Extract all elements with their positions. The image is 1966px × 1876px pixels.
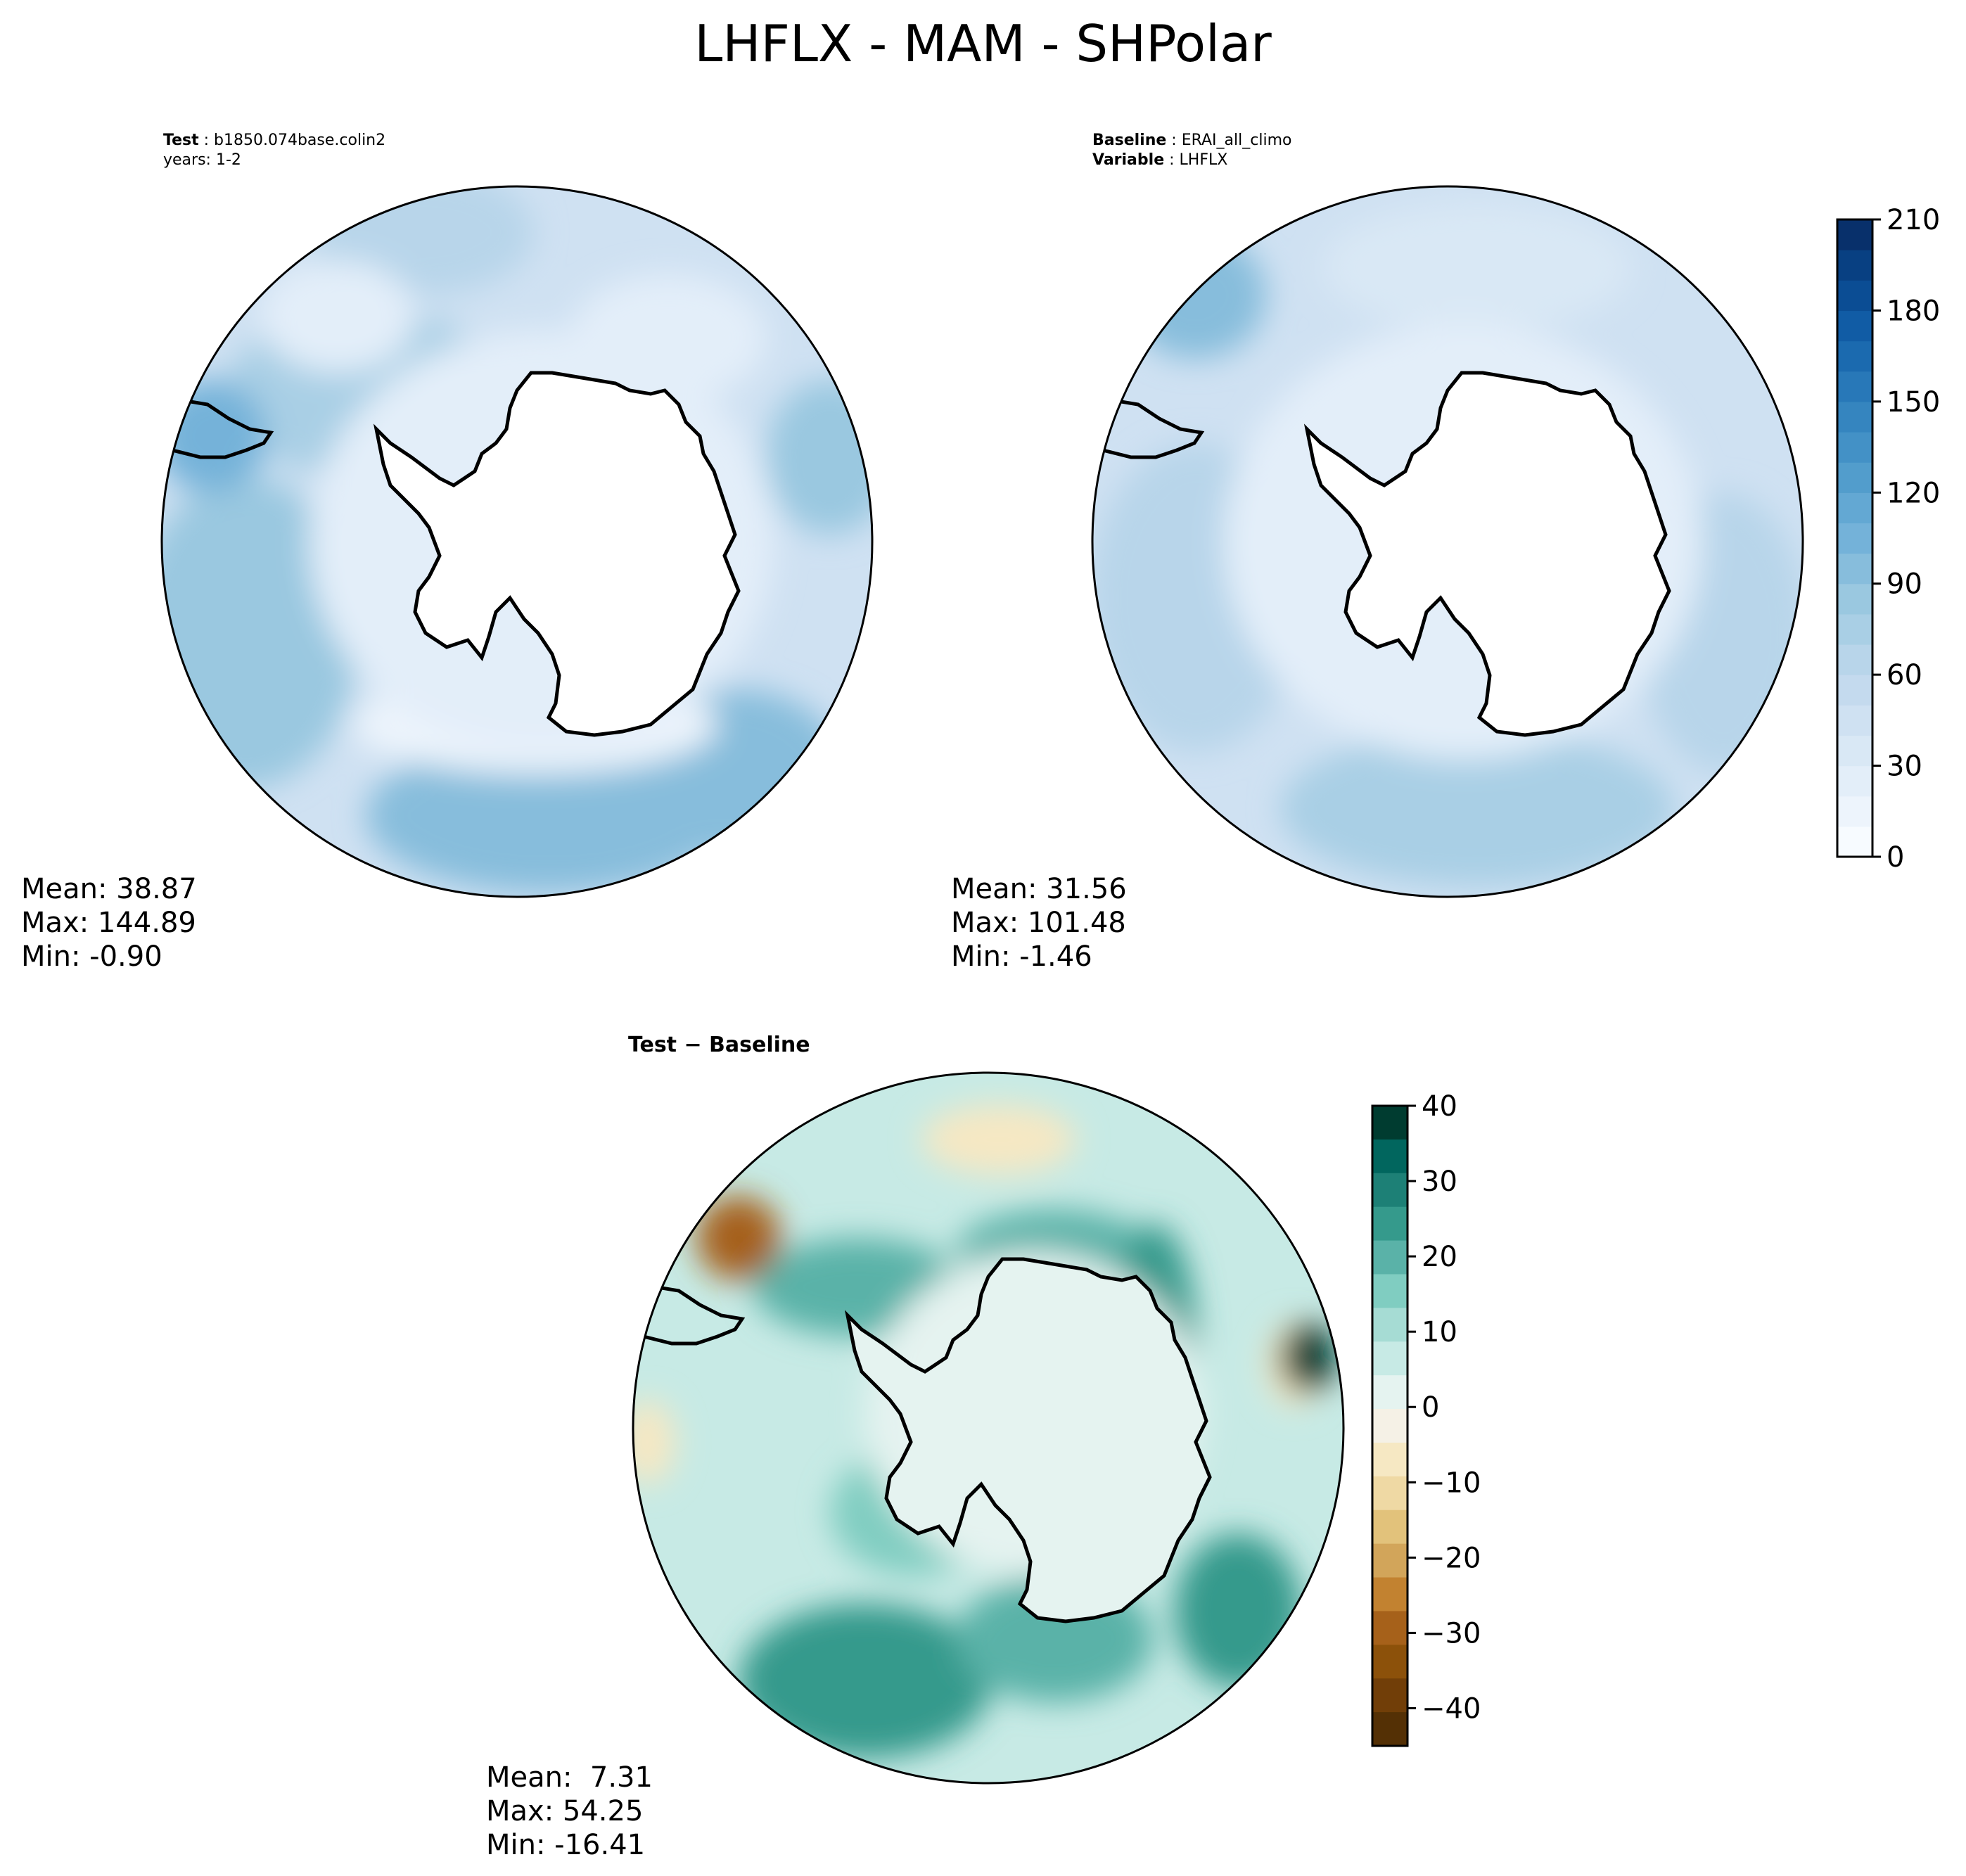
test-map [160,185,874,898]
colorbar-diff-tick-label: −30 [1422,1617,1481,1650]
test-label: Test : b1850.074base.colin2 years: 1-2 [163,132,386,169]
baseline-max: Max: 101.48 [951,907,1126,939]
figure-title: LHFLX - MAM - SHPolar [694,14,1272,73]
colorbar-diff-segment [1372,1240,1408,1275]
test-stats: Mean: 38.87 Max: 144.89 Min: -0.90 [21,872,197,974]
test-label-key: Test [163,132,199,149]
baseline-label: Baseline : ERAI_all_climo Variable : LHF… [1092,132,1292,169]
colorbar-diff-segment [1372,1510,1408,1545]
colorbar-diff: 40 30 20 10 0 −10 −20 −30 −40 [1371,1090,1481,1747]
baseline-label-value: ERAI_all_climo [1181,132,1292,149]
colorbar-main-segment [1837,735,1872,767]
colorbar-main-tick-label: 90 [1887,568,1922,601]
colorbar-diff-tick-label: 10 [1422,1316,1457,1348]
variable-label-key: Variable [1092,151,1165,169]
colorbar-main-segment [1837,371,1872,402]
colorbar-main-tick-label: 30 [1887,751,1922,783]
colorbar-main-tick-label: 120 [1887,477,1940,509]
colorbar-diff-tick-label: 0 [1422,1391,1439,1424]
colorbar-diff-segment [1372,1139,1408,1174]
test-map-boundary [160,185,874,898]
baseline-label-key: Baseline [1092,132,1167,149]
test-years: years: 1-2 [163,151,241,169]
colorbar-diff-segment [1372,1375,1408,1410]
baseline-map [1091,185,1804,898]
baseline-mean: Mean: 31.56 [951,873,1127,905]
colorbar-main-segment [1837,492,1872,524]
colorbar-diff-segment [1372,1106,1408,1140]
diff-map [632,1071,1345,1785]
test-max: Max: 144.89 [21,907,196,939]
colorbar-main-tick-label: 210 [1887,204,1940,236]
colorbar-main-tick-label: 60 [1887,659,1922,691]
baseline-map-boundary [1091,185,1804,898]
colorbar-main-segment [1837,340,1872,372]
colorbar-diff-tick-label: −40 [1422,1692,1481,1725]
colorbar-diff-segment [1372,1173,1408,1208]
colorbar-diff-segment [1372,1341,1408,1376]
colorbar-diff-segment [1372,1543,1408,1578]
colorbar-main-tick-label: 150 [1887,386,1940,419]
colorbar-main-segment [1837,462,1872,493]
colorbar-main-segment [1837,432,1872,463]
colorbar-diff-segment [1372,1678,1408,1713]
test-min: Min: -0.90 [21,940,162,973]
colorbar-main-segment [1837,219,1872,250]
colorbar-diff-segment [1372,1476,1408,1511]
colorbar-main: 0 30 60 90 120 150 180 210 [1836,204,1940,874]
colorbar-diff-tick-label: 30 [1422,1166,1457,1198]
colorbar-main-segment [1837,705,1872,736]
colorbar-main-segment [1837,310,1872,342]
colorbar-main-segment [1837,553,1872,585]
diff-panel-title: Test − Baseline [628,1033,810,1057]
baseline-stats: Mean: 31.56 Max: 101.48 Min: -1.46 [951,872,1127,974]
colorbar-main-segment [1837,523,1872,554]
colorbar-diff-tick-label: 40 [1422,1090,1457,1123]
variable-label-value: LHFLX [1179,151,1228,169]
colorbar-main-segment [1837,401,1872,433]
diff-max: Max: 54.25 [486,1795,644,1827]
colorbar-main-segment [1837,765,1872,797]
baseline-min: Min: -1.46 [951,940,1092,973]
colorbar-diff-segment [1372,1577,1408,1612]
colorbar-diff-tick-label: 20 [1422,1241,1457,1273]
test-label-value: b1850.074base.colin2 [214,132,386,149]
colorbar-main-segment [1837,280,1872,312]
test-mean: Mean: 38.87 [21,873,197,905]
colorbar-diff-segment [1372,1611,1408,1645]
colorbar-main-segment [1837,613,1872,645]
colorbar-diff-segment [1372,1308,1408,1342]
colorbar-main-segment [1837,644,1872,675]
colorbar-diff-segment [1372,1645,1408,1679]
colorbar-main-segment [1837,250,1872,281]
colorbar-diff-segment [1372,1409,1408,1443]
colorbar-main-tick-label: 0 [1887,841,1904,874]
diff-map-boundary [632,1071,1345,1785]
colorbar-main-tick-label: 180 [1887,295,1940,327]
diff-mean: Mean: 7.31 [486,1761,653,1794]
colorbar-diff-tick-label: −10 [1422,1467,1481,1499]
colorbar-diff-segment [1372,1206,1408,1242]
diff-stats: Mean: 7.31 Max: 54.25 Min: -16.41 [486,1761,653,1862]
colorbar-diff-segment [1372,1442,1408,1477]
colorbar-main-segment [1837,826,1872,857]
colorbar-main-segment [1837,796,1872,827]
colorbar-diff-tick-label: −20 [1422,1542,1481,1574]
diff-min: Min: -16.41 [486,1829,646,1861]
colorbar-main-segment [1837,583,1872,615]
colorbar-main-segment [1837,675,1872,706]
colorbar-diff-segment [1372,1274,1408,1308]
colorbar-diff-segment [1372,1712,1408,1747]
